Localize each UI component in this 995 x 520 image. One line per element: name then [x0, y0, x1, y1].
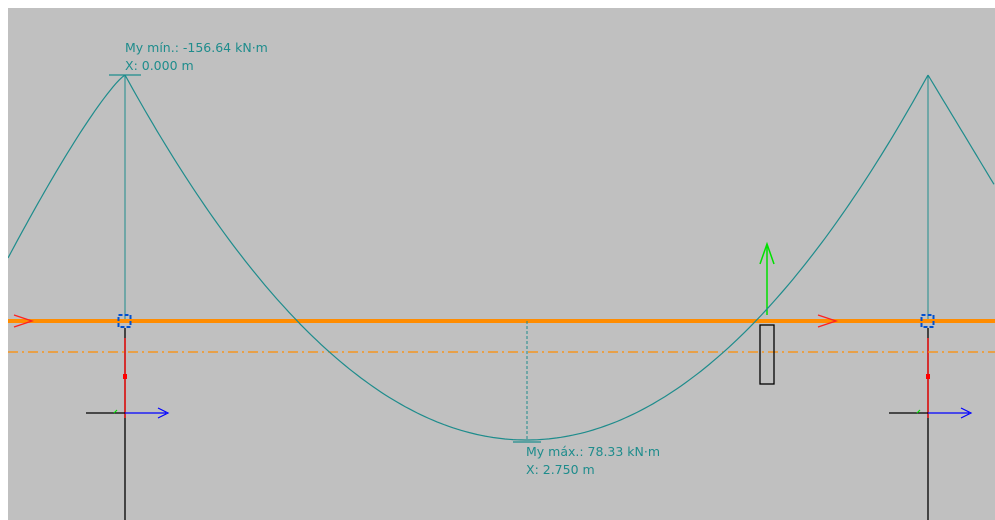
arrow-right-icon	[817, 314, 839, 328]
load-patch[interactable]	[759, 324, 775, 385]
viewport-background	[8, 8, 995, 520]
arrow-up-icon	[759, 241, 775, 265]
min-position-label: X: 0.000 m	[125, 58, 194, 73]
max-value-label: My máx.: 78.33 kN·m	[526, 444, 660, 459]
left-section-dot	[123, 374, 127, 379]
local-axis-left	[86, 407, 170, 419]
moment-diagram-curve-right	[927, 74, 995, 185]
arrow-right-icon	[13, 314, 35, 328]
support-node-icon[interactable]	[920, 314, 935, 328]
bending-moment-diagram[interactable]: My mín.: -156.64 kN·m X: 0.000 m My máx.…	[8, 8, 995, 520]
diagram-area[interactable]: My mín.: -156.64 kN·m X: 0.000 m My máx.…	[8, 8, 995, 520]
moment-diagram-curve-left	[8, 74, 126, 259]
local-axis-right	[889, 407, 973, 419]
moment-diagram-curve	[124, 74, 929, 441]
min-value-label: My mín.: -156.64 kN·m	[125, 40, 268, 55]
support-node-icon[interactable]	[117, 314, 132, 328]
axis-arrow-icon	[960, 407, 973, 419]
max-position-label: X: 2.750 m	[526, 462, 595, 477]
right-section-dot	[926, 374, 930, 379]
axis-arrow-icon	[157, 407, 170, 419]
